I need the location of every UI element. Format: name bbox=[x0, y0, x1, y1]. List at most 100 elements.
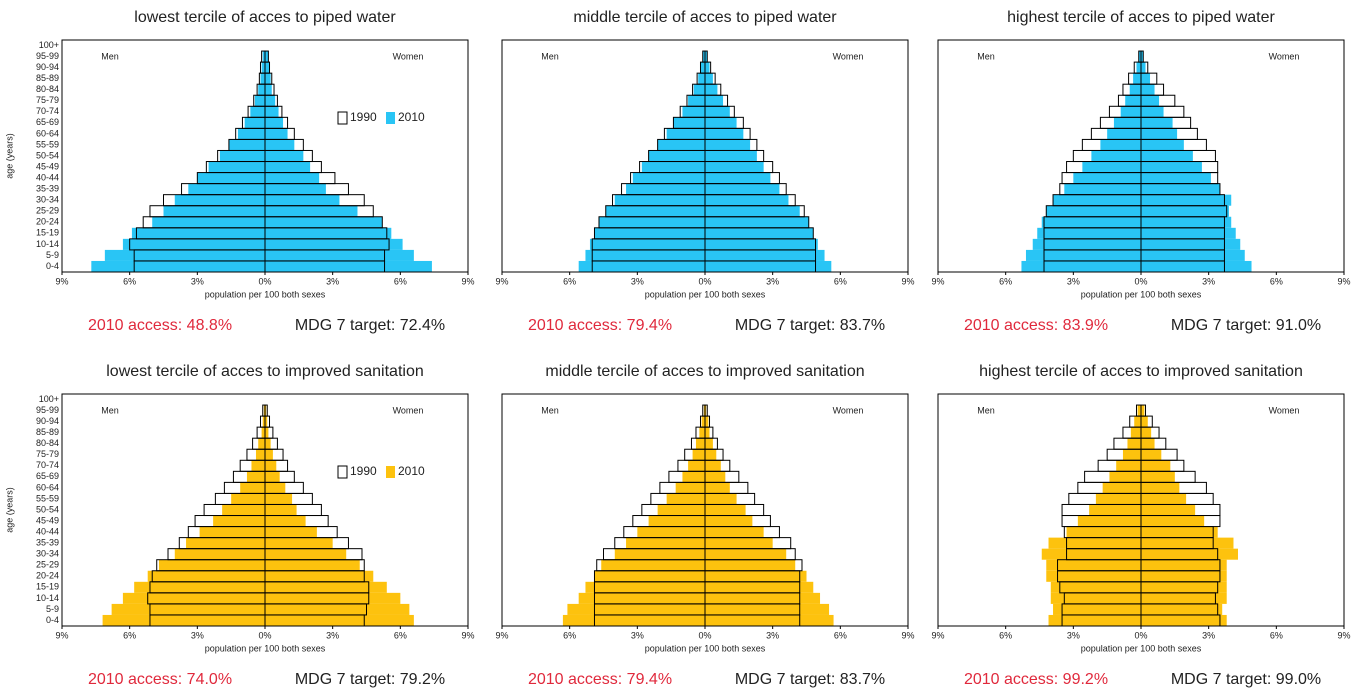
bar-women bbox=[704, 404, 708, 417]
y-tick-label: 25-29 bbox=[36, 206, 59, 216]
bar-women bbox=[1141, 570, 1227, 582]
bar-men bbox=[199, 526, 265, 538]
y-tick-label: 50-54 bbox=[36, 150, 59, 160]
bar-men bbox=[231, 493, 265, 505]
bar-women bbox=[265, 249, 414, 261]
bar-women bbox=[705, 603, 830, 615]
bar-men bbox=[682, 106, 705, 118]
bar-women bbox=[265, 603, 410, 615]
y-tick-label: 40-44 bbox=[36, 526, 59, 536]
bar-men bbox=[1134, 416, 1141, 428]
y-tick-label: 45-49 bbox=[36, 515, 59, 525]
target-note: MDG 7 target: 72.4% bbox=[295, 317, 445, 334]
bar-men bbox=[626, 183, 705, 195]
bar-men bbox=[1050, 581, 1141, 593]
bar-women bbox=[1141, 581, 1227, 593]
bar-men bbox=[682, 471, 705, 483]
bar-women bbox=[265, 216, 383, 228]
bar-women bbox=[1141, 592, 1227, 604]
bar-women bbox=[1141, 216, 1232, 228]
bar-women bbox=[265, 471, 280, 483]
access-note: 2010 access: 48.8% bbox=[88, 317, 232, 334]
bar-men bbox=[244, 117, 265, 129]
y-tick-label: 35-39 bbox=[36, 184, 59, 194]
bar-women bbox=[265, 183, 326, 195]
bar-women bbox=[1141, 183, 1220, 195]
y-tick-label: 60-64 bbox=[36, 128, 59, 138]
x-tick-label: 9% bbox=[55, 276, 68, 286]
y-tick-label: 85-89 bbox=[36, 427, 59, 437]
bar-women bbox=[705, 172, 771, 184]
bar-women bbox=[705, 416, 709, 428]
bar-men bbox=[1037, 227, 1141, 239]
bar-men bbox=[163, 205, 265, 217]
x-tick-label: 3% bbox=[766, 276, 779, 286]
bar-men bbox=[262, 416, 265, 428]
bar-men bbox=[174, 548, 265, 560]
legend-label: 1990 bbox=[350, 110, 377, 124]
men-label: Men bbox=[101, 405, 119, 415]
bar-men bbox=[699, 427, 705, 439]
bar-men bbox=[1122, 449, 1141, 461]
bar-men bbox=[91, 260, 265, 272]
bar-women bbox=[265, 51, 269, 63]
bar-women bbox=[265, 460, 277, 472]
bar-women bbox=[1141, 95, 1160, 107]
bar-women bbox=[1141, 482, 1180, 494]
bar-men bbox=[262, 51, 265, 63]
bar-women bbox=[705, 449, 717, 461]
x-tick-label: 0% bbox=[698, 630, 711, 640]
bar-men bbox=[1129, 84, 1141, 96]
bar-women bbox=[1141, 51, 1144, 63]
bar-women bbox=[705, 150, 757, 162]
y-axis-label: age (years) bbox=[4, 133, 14, 179]
bar-men bbox=[251, 460, 265, 472]
bar-men bbox=[698, 73, 705, 85]
access-note: 2010 access: 83.9% bbox=[964, 317, 1108, 334]
y-tick-label: 95-99 bbox=[36, 405, 59, 415]
bar-women bbox=[265, 405, 267, 417]
bar-women bbox=[265, 172, 320, 184]
bar-men bbox=[1113, 117, 1141, 129]
bar-women bbox=[1141, 548, 1238, 560]
bar-women bbox=[1141, 416, 1148, 428]
bar-women bbox=[705, 427, 710, 439]
bar-women bbox=[1141, 515, 1205, 527]
bar-men bbox=[122, 238, 266, 250]
bar-men bbox=[1120, 106, 1141, 118]
bar-men bbox=[246, 471, 265, 483]
bar-men bbox=[258, 438, 265, 450]
bar-women bbox=[705, 227, 814, 239]
bar-men bbox=[695, 438, 705, 450]
bar-men bbox=[1041, 216, 1141, 228]
x-tick-label: 9% bbox=[901, 276, 914, 286]
bar-women bbox=[264, 404, 268, 417]
bar-men bbox=[703, 405, 705, 417]
bar-men bbox=[1032, 238, 1141, 250]
bar-men bbox=[197, 172, 265, 184]
bar-men bbox=[1091, 150, 1141, 162]
bar-women bbox=[1141, 73, 1151, 85]
x-tick-label: 3% bbox=[191, 276, 204, 286]
bar-men bbox=[1138, 51, 1141, 63]
bar-women bbox=[1140, 72, 1158, 85]
bar-women bbox=[265, 150, 304, 162]
chart-title: middle tercile of acces to improved sani… bbox=[545, 363, 864, 380]
bar-men bbox=[673, 117, 705, 129]
chart-title: highest tercile of acces to improved san… bbox=[979, 363, 1303, 380]
bar-women bbox=[704, 50, 708, 63]
bar-men bbox=[594, 227, 705, 239]
bar-men bbox=[263, 405, 265, 417]
bar-women bbox=[265, 614, 414, 626]
bar-women bbox=[265, 449, 273, 461]
bar-women bbox=[1140, 415, 1153, 428]
target-note: MDG 7 target: 79.2% bbox=[295, 671, 445, 688]
bar-women bbox=[1141, 438, 1155, 450]
x-tick-label: 6% bbox=[394, 276, 407, 286]
bar-men bbox=[254, 95, 265, 107]
bar-women bbox=[705, 249, 825, 261]
x-tick-label: 3% bbox=[326, 630, 339, 640]
y-tick-label: 15-19 bbox=[36, 228, 59, 238]
bar-men bbox=[1046, 205, 1141, 217]
bar-women bbox=[705, 161, 764, 173]
